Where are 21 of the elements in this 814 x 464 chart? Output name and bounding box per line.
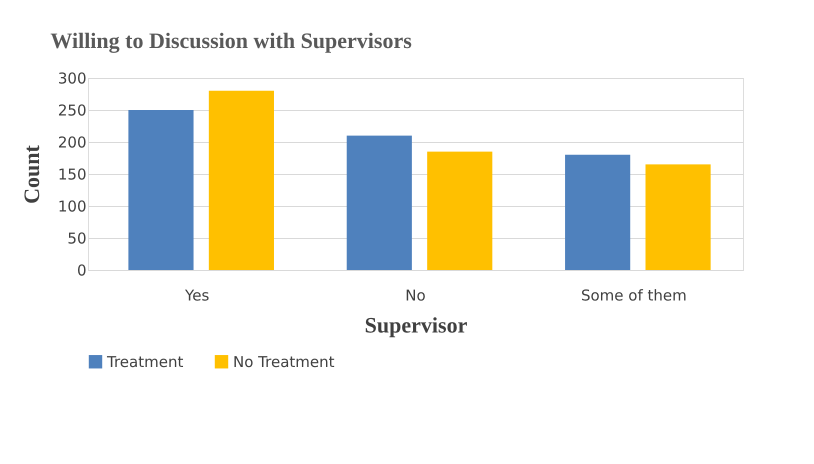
x-tick-label: No	[405, 286, 426, 304]
y-tick-label: 200	[58, 134, 86, 152]
y-tick-label: 300	[58, 70, 86, 88]
bar	[645, 164, 711, 270]
legend-label: Treatment	[106, 352, 184, 371]
x-tick-label: Some of them	[580, 286, 687, 304]
x-axis-title: Supervisor	[364, 312, 468, 338]
bar	[565, 154, 630, 270]
y-tick-label: 0	[76, 262, 86, 280]
bar	[128, 110, 194, 270]
y-tick-label: 150	[58, 166, 86, 184]
y-axis-title: Count	[18, 144, 44, 204]
bar	[208, 90, 274, 270]
y-tick-label: 250	[58, 102, 86, 120]
chart-title: Willing to Discussion with Supervisors	[50, 28, 412, 53]
bar	[427, 152, 492, 270]
y-tick-label: 100	[58, 198, 86, 216]
bar	[346, 136, 412, 270]
x-tick-label: Yes	[184, 286, 210, 304]
legend-label: No Treatment	[233, 352, 335, 371]
y-tick-label: 50	[67, 230, 86, 248]
